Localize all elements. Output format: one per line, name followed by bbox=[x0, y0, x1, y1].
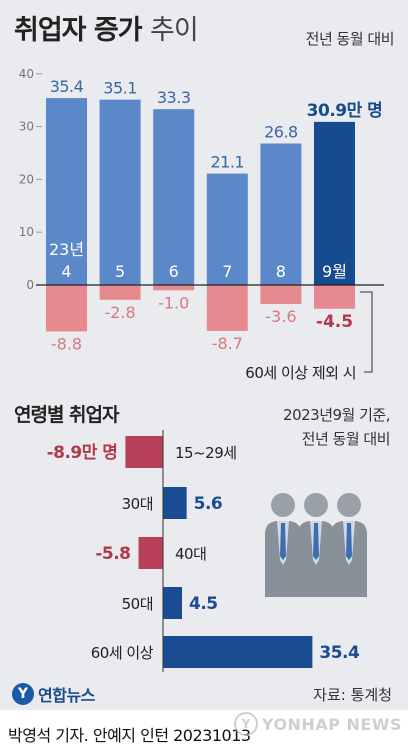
excl-bar bbox=[314, 285, 355, 309]
age-category-label: 15~29세 bbox=[175, 444, 237, 462]
age-bar bbox=[138, 537, 163, 569]
y-tick-label: 10 bbox=[19, 225, 34, 239]
category-label: 7 bbox=[222, 262, 232, 281]
total-bar bbox=[153, 109, 195, 286]
age-category-label: 60세 이상 bbox=[91, 644, 154, 662]
y-tick-label: 30 bbox=[19, 120, 34, 134]
age-bar bbox=[163, 487, 187, 519]
excl-value-label: -8.7 bbox=[212, 334, 243, 353]
person-head-icon bbox=[271, 493, 295, 517]
excl-value-label: -8.8 bbox=[51, 334, 82, 353]
total-value-label: 21.1 bbox=[210, 153, 244, 172]
excl-value-label: -3.6 bbox=[265, 307, 296, 326]
title-light: 추이 bbox=[150, 15, 199, 46]
total-value-label: 33.3 bbox=[157, 88, 191, 107]
age-category-label: 50대 bbox=[122, 595, 153, 613]
age-group-chart: -8.9만 명 15~29세 5.6 30대 -5.8 40대 4.5 50대 35.4 60세 … bbox=[47, 430, 367, 672]
excl-value-label: -4.5 bbox=[316, 312, 353, 332]
total-value-label: 26.8 bbox=[264, 122, 298, 141]
person-tie-icon bbox=[313, 523, 319, 560]
total-value-label: 30.9만 명 bbox=[307, 101, 383, 121]
excl-bar bbox=[260, 285, 302, 305]
age-value-label: -8.9만 명 bbox=[47, 443, 118, 463]
excl-value-label: -1.0 bbox=[158, 293, 189, 312]
y-tick-label: 0 bbox=[26, 278, 34, 292]
age-category-label: 40대 bbox=[175, 545, 206, 563]
category-label: 23년 bbox=[49, 240, 84, 259]
category-label: 6 bbox=[169, 262, 179, 281]
yonhap-logo-text: 연합뉴스 bbox=[38, 686, 95, 705]
category-label: 4 bbox=[61, 262, 71, 281]
age-bar bbox=[163, 636, 313, 668]
excl-value-label: -2.8 bbox=[104, 303, 135, 322]
total-value-label: 35.1 bbox=[103, 79, 137, 98]
excl-bar bbox=[206, 285, 248, 331]
age-value-label: 5.6 bbox=[194, 494, 223, 514]
credit-line: 박영석 기자. 안예지 인턴 20231013 bbox=[8, 726, 251, 745]
age-value-label: -5.8 bbox=[95, 544, 130, 564]
total-bar bbox=[314, 121, 355, 286]
title-bold: 취업자 증가 bbox=[14, 15, 143, 46]
age-value-label: 35.4 bbox=[319, 643, 360, 663]
age-bar bbox=[125, 436, 163, 468]
total-value-label: 35.4 bbox=[50, 77, 84, 96]
person-head-icon bbox=[304, 493, 328, 517]
chart-note: 전년 동월 대비 bbox=[305, 30, 395, 48]
person-tie-icon bbox=[346, 523, 352, 560]
age-note-line1: 2023년9월 기준, bbox=[283, 406, 390, 424]
person-head-icon bbox=[337, 493, 361, 517]
watermark-icon: Y bbox=[233, 712, 258, 736]
employment-trend-chart: 40 30 20 10 0 35.4 -8.8 23년 4 35.1 -2.8 5 33.3 -1.0 6 2… bbox=[19, 67, 384, 382]
total-bar bbox=[46, 98, 87, 285]
y-tick-label: 20 bbox=[19, 172, 34, 186]
annotation-bracket bbox=[360, 291, 373, 373]
yonhap-logo: Y 연합뉴스 bbox=[12, 682, 95, 706]
excl-bar bbox=[99, 285, 141, 300]
category-label: 8 bbox=[276, 262, 286, 281]
age-category-label: 30대 bbox=[122, 495, 153, 513]
source-note: 자료: 통계청 bbox=[313, 686, 392, 704]
watermark: Y YONHAP NEWS bbox=[233, 712, 402, 736]
age-note-line2: 전년 동월 대비 bbox=[301, 430, 391, 448]
chart-title: 취업자 증가 추이 bbox=[14, 8, 199, 47]
excl-bar bbox=[153, 285, 195, 291]
yonhap-logo-icon: Y bbox=[12, 683, 34, 705]
age-section-title: 연령별 취업자 bbox=[14, 404, 119, 426]
total-bar bbox=[99, 99, 141, 285]
watermark-text: YONHAP NEWS bbox=[261, 714, 402, 734]
person-tie-icon bbox=[280, 523, 286, 560]
age-value-label: 4.5 bbox=[189, 594, 218, 614]
excl-bar bbox=[46, 285, 87, 332]
total-bar bbox=[260, 143, 302, 285]
category-label: 9월 bbox=[322, 262, 347, 281]
y-tick-label: 40 bbox=[19, 67, 34, 81]
people-illustration bbox=[265, 493, 367, 597]
category-label: 5 bbox=[115, 262, 125, 281]
total-bar bbox=[206, 173, 248, 285]
age-bar bbox=[163, 587, 182, 619]
annotation-label: 60세 이상 제외 시 bbox=[245, 364, 356, 382]
